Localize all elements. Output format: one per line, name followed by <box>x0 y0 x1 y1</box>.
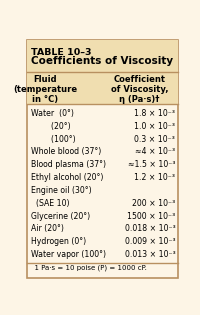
Text: Whole blood (37°): Whole blood (37°) <box>31 147 101 156</box>
Text: Engine oil (30°): Engine oil (30°) <box>31 186 92 195</box>
Text: Fluid
(temperature
in °C): Fluid (temperature in °C) <box>13 75 77 105</box>
Text: Glycerine (20°): Glycerine (20°) <box>31 212 90 220</box>
Text: Hydrogen (0°): Hydrogen (0°) <box>31 237 86 246</box>
Text: (100°): (100°) <box>31 135 76 144</box>
Text: 1 Pa·s = 10 poise (P) = 1000 cP.: 1 Pa·s = 10 poise (P) = 1000 cP. <box>31 264 147 271</box>
Text: (SAE 10): (SAE 10) <box>31 199 70 208</box>
Text: (20°): (20°) <box>31 122 71 131</box>
Text: 0.013 × 10⁻³: 0.013 × 10⁻³ <box>125 250 175 259</box>
Text: 1.0 × 10⁻³: 1.0 × 10⁻³ <box>134 122 175 131</box>
Text: Water  (0°): Water (0°) <box>31 109 74 118</box>
Text: 0.018 × 10⁻³: 0.018 × 10⁻³ <box>125 224 175 233</box>
Text: TABLE 10–3: TABLE 10–3 <box>31 48 92 57</box>
Text: Coefficient
of Viscosity,
η (Pa·s)†: Coefficient of Viscosity, η (Pa·s)† <box>111 75 168 105</box>
FancyBboxPatch shape <box>27 40 178 72</box>
Text: 0.3 × 10⁻³: 0.3 × 10⁻³ <box>134 135 175 144</box>
Text: Blood plasma (37°): Blood plasma (37°) <box>31 160 106 169</box>
Text: Ethyl alcohol (20°): Ethyl alcohol (20°) <box>31 173 104 182</box>
Text: 1.2 × 10⁻³: 1.2 × 10⁻³ <box>134 173 175 182</box>
Text: 200 × 10⁻³: 200 × 10⁻³ <box>132 199 175 208</box>
Text: Water vapor (100°): Water vapor (100°) <box>31 250 106 259</box>
FancyBboxPatch shape <box>27 72 178 104</box>
Text: Air (20°): Air (20°) <box>31 224 64 233</box>
Text: 0.009 × 10⁻³: 0.009 × 10⁻³ <box>125 237 175 246</box>
Text: Coefficients of Viscosity: Coefficients of Viscosity <box>31 56 173 66</box>
FancyBboxPatch shape <box>27 40 178 278</box>
Text: 1.8 × 10⁻³: 1.8 × 10⁻³ <box>134 109 175 118</box>
Text: ≈4 × 10⁻³: ≈4 × 10⁻³ <box>135 147 175 156</box>
Text: 1500 × 10⁻³: 1500 × 10⁻³ <box>127 212 175 220</box>
Text: ≈1.5 × 10⁻³: ≈1.5 × 10⁻³ <box>128 160 175 169</box>
